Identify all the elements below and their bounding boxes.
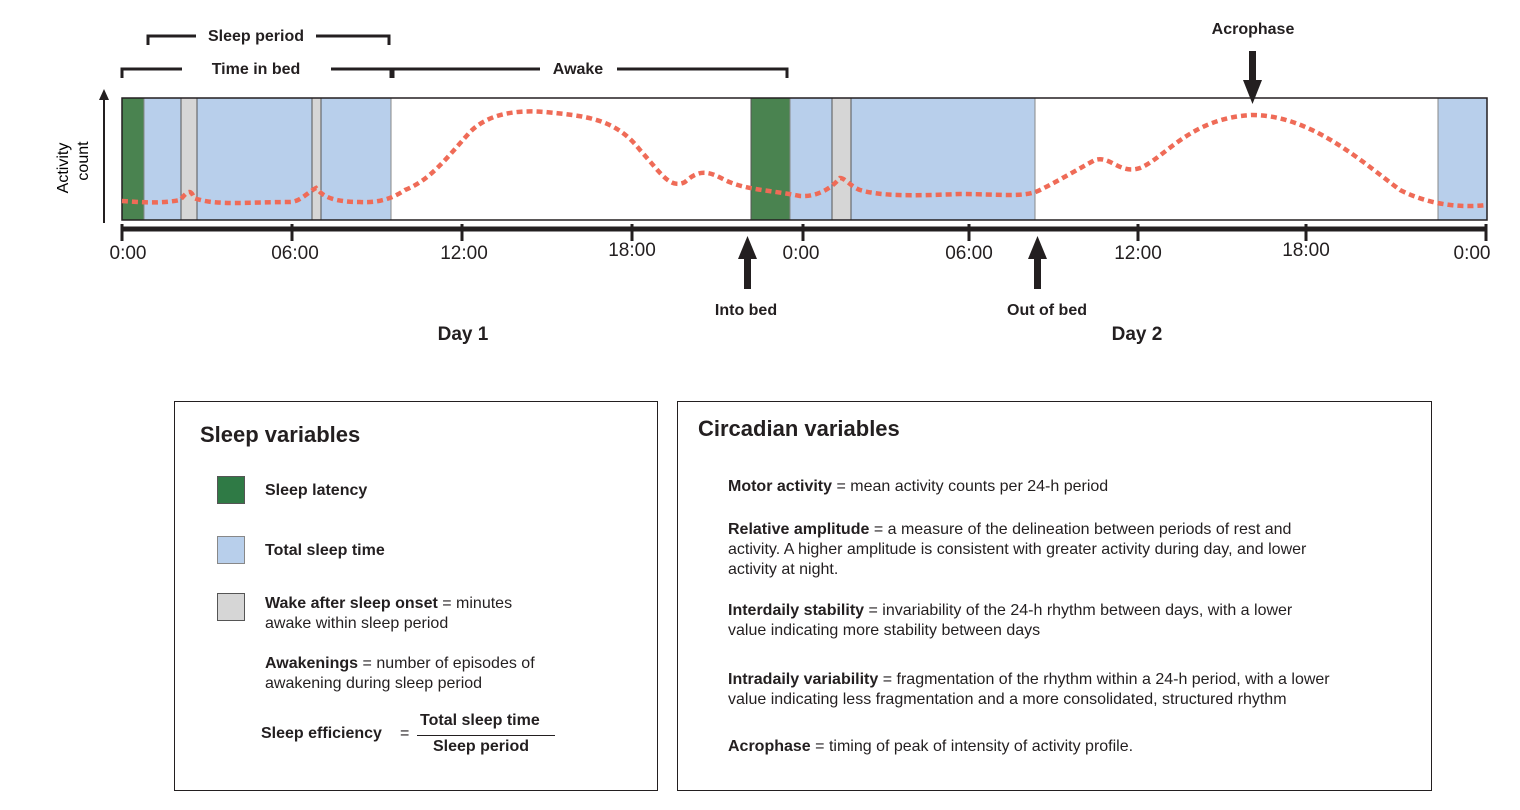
relative-amplitude-def-line2: activity. A higher amplitude is consiste… bbox=[728, 541, 1307, 558]
sleep-latency-swatch bbox=[217, 476, 245, 504]
relative-amplitude-def-line3: activity at night. bbox=[728, 561, 839, 578]
actigraphy-timeline: Activity count 0:00 06:00 12:00 18:00 0:… bbox=[55, 21, 1491, 345]
waso-block-day1-b bbox=[311, 97, 322, 221]
intradaily-variability-def-line2: value indicating less fragmentation and … bbox=[728, 691, 1287, 708]
acrophase-arrow-icon bbox=[1243, 80, 1262, 104]
waso-term: Wake after sleep onset bbox=[265, 595, 438, 612]
interdaily-stability-def-line2: value indicating more stability between … bbox=[728, 622, 1041, 639]
tick-label: 0:00 bbox=[783, 243, 820, 264]
time-in-bed-label: Time in bed bbox=[212, 61, 301, 78]
total-sleep-block-day3 bbox=[1437, 97, 1488, 221]
y-axis-arrowhead bbox=[99, 89, 109, 100]
into-bed-arrow-icon bbox=[738, 236, 757, 259]
day-1-label: Day 1 bbox=[438, 324, 489, 345]
sleep-efficiency-numerator: Total sleep time bbox=[420, 712, 540, 729]
tick-label: 06:00 bbox=[945, 243, 993, 264]
relative-amplitude-def-line1: = a measure of the delineation between p… bbox=[869, 521, 1292, 538]
sleep-variables-title: Sleep variables bbox=[200, 422, 361, 447]
fraction-bar bbox=[417, 735, 555, 736]
plot-frame bbox=[121, 97, 1488, 221]
out-of-bed-arrow-icon bbox=[1028, 236, 1047, 259]
sleep-period-label: Sleep period bbox=[208, 28, 304, 45]
intradaily-variability-term: Intradaily variability bbox=[728, 671, 879, 688]
awake-label: Awake bbox=[553, 61, 604, 78]
tick-label: 12:00 bbox=[440, 243, 488, 264]
sleep-latency-block-day2 bbox=[750, 97, 791, 221]
sleep-period-bracket bbox=[146, 34, 391, 45]
interdaily-stability-def-line1: = invariability of the 24-h rhythm betwe… bbox=[864, 602, 1293, 619]
tick-label: 18:00 bbox=[1282, 240, 1330, 261]
relative-amplitude-term: Relative amplitude bbox=[728, 521, 870, 538]
waso-def-line2: awake within sleep period bbox=[265, 615, 449, 632]
out-of-bed-arrow-shaft bbox=[1034, 257, 1041, 289]
tick-label: 18:00 bbox=[608, 240, 656, 261]
time-in-bed-bracket bbox=[120, 67, 393, 78]
sleep-latency-label: Sleep latency bbox=[265, 482, 368, 499]
activity-curve bbox=[121, 109, 1488, 209]
tick-label: 06:00 bbox=[271, 243, 319, 264]
day-2-label: Day 2 bbox=[1112, 324, 1163, 345]
circadian-variables-panel: Circadian variables Motor activity = mea… bbox=[677, 401, 1432, 791]
motor-activity-def: = mean activity counts per 24-h period bbox=[832, 478, 1109, 495]
waso-swatch bbox=[217, 593, 245, 621]
acrophase-label: Acrophase bbox=[1212, 21, 1295, 38]
total-sleep-time-swatch bbox=[217, 536, 245, 564]
relative-amplitude-definition: Relative amplitude = a measure of the de… bbox=[728, 520, 1306, 580]
acrophase-def: = timing of peak of intensity of activit… bbox=[810, 738, 1134, 755]
awakenings-def-line1: = number of episodes of bbox=[358, 655, 535, 672]
tick-label: 0:00 bbox=[1454, 243, 1491, 264]
total-sleep-time-label: Total sleep time bbox=[265, 542, 385, 559]
y-axis-label-line1: Activity bbox=[55, 143, 72, 194]
out-of-bed-label: Out of bed bbox=[1007, 302, 1087, 319]
into-bed-arrow-shaft bbox=[744, 257, 751, 289]
circadian-variables-title: Circadian variables bbox=[698, 416, 900, 441]
awakenings-definition: Awakenings = number of episodes of awake… bbox=[265, 654, 535, 694]
awake-bracket bbox=[391, 67, 789, 78]
tick-label: 0:00 bbox=[110, 243, 147, 264]
intradaily-variability-def-line1: = fragmentation of the rhythm within a 2… bbox=[878, 671, 1330, 688]
sleep-variables-panel: Sleep variables Sleep latency Total slee… bbox=[174, 401, 658, 791]
waso-def-line1: = minutes bbox=[437, 595, 513, 612]
interdaily-stability-term: Interdaily stability bbox=[728, 602, 865, 619]
total-sleep-block-day2 bbox=[789, 97, 1036, 221]
into-bed-label: Into bed bbox=[715, 302, 777, 319]
acrophase-definition: Acrophase = timing of peak of intensity … bbox=[728, 737, 1133, 757]
acrophase-arrow-shaft bbox=[1249, 51, 1256, 83]
waso-block-day2 bbox=[831, 97, 852, 221]
sleep-efficiency-denominator: Sleep period bbox=[433, 738, 530, 755]
waso-block-day1-a bbox=[180, 97, 198, 221]
motor-activity-definition: Motor activity = mean activity counts pe… bbox=[728, 477, 1108, 497]
interdaily-stability-definition: Interdaily stability = invariability of … bbox=[728, 601, 1292, 641]
acrophase-term: Acrophase bbox=[728, 738, 811, 755]
awakenings-def-line2: awakening during sleep period bbox=[265, 675, 483, 692]
waso-definition: Wake after sleep onset = minutes awake w… bbox=[265, 594, 512, 634]
motor-activity-term: Motor activity bbox=[728, 478, 833, 495]
intradaily-variability-definition: Intradaily variability = fragmentation o… bbox=[728, 670, 1330, 710]
awakenings-term: Awakenings bbox=[265, 655, 359, 672]
sleep-efficiency-equals: = bbox=[400, 725, 410, 742]
tick-label: 12:00 bbox=[1114, 243, 1162, 264]
sleep-efficiency-term: Sleep efficiency bbox=[261, 725, 382, 742]
y-axis-label-line2: count bbox=[75, 141, 92, 181]
